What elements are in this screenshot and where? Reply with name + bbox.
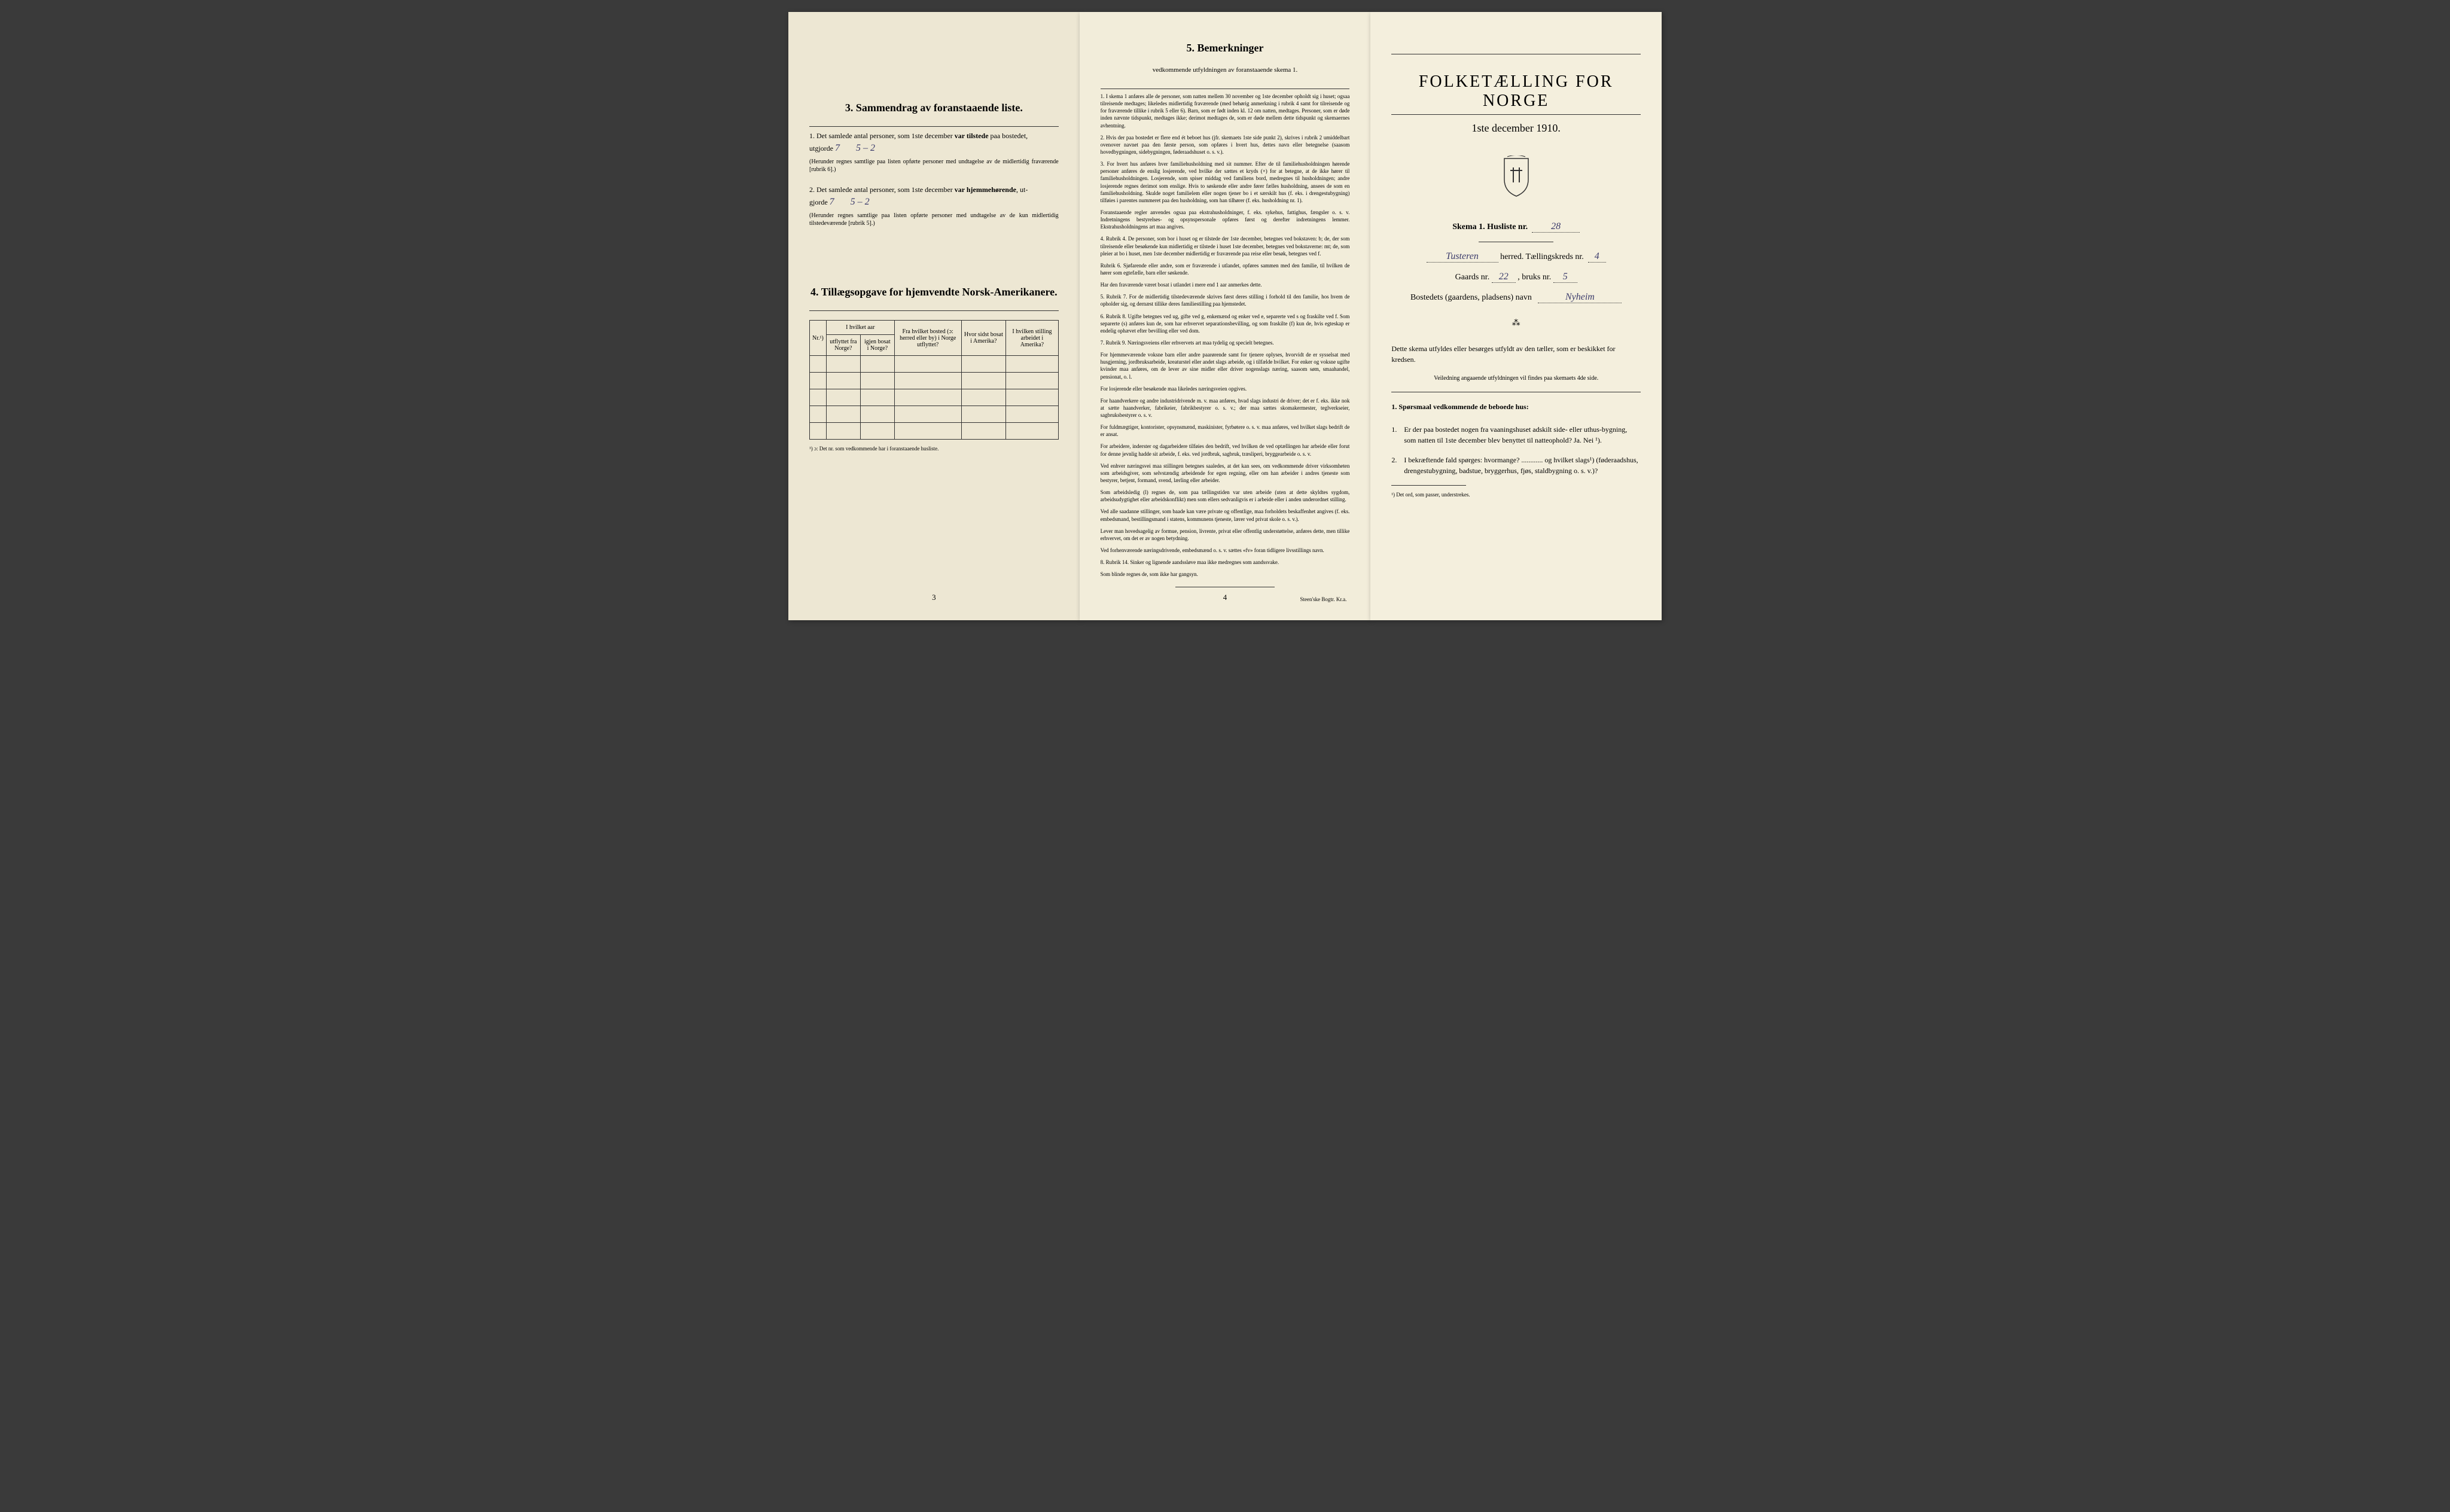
coat-of-arms-icon [1391,156,1641,200]
section4-title: 4. Tillægsopgave for hjemvendte Norsk-Am… [809,286,1059,298]
handwritten-value: Nyheim [1538,292,1622,303]
page-right: FOLKETÆLLING FOR NORGE 1ste december 191… [1370,12,1662,620]
divider [1391,485,1466,486]
section5-title: 5. Bemerkninger [1101,42,1350,54]
divider [1391,114,1641,115]
bemerkning-item: Ved alle saadanne stillinger, som baade … [1101,508,1350,522]
instruction-text: Dette skema utfyldes eller besørges utfy… [1391,343,1641,365]
divider [809,310,1059,311]
text-bold: var hjemmehørende [955,185,1016,194]
question-text: I bekræftende fald spørges: hvormange? .… [1404,455,1641,476]
divider [809,126,1059,127]
bemerkning-item: 4. Rubrik 4. De personer, som bor i huse… [1101,235,1350,257]
label: Skema 1. Husliste nr. [1452,222,1528,231]
handwritten-value: 7 [835,143,840,153]
label: herred. Tællingskreds nr. [1500,252,1584,261]
bemerkning-item: Har den fraværende været bosat i utlande… [1101,281,1350,288]
text: paa bostedet, [989,132,1028,140]
handwritten-value: 5 – 2 [856,143,875,153]
section3-title: 3. Sammendrag av foranstaaende liste. [809,102,1059,114]
label: Gaards nr. [1455,273,1490,282]
page-middle: 5. Bemerkninger vedkommende utfyldningen… [1080,12,1371,620]
bemerkning-item: For hjemmeværende voksne barn eller andr… [1101,351,1350,380]
herred-line: Tusteren herred. Tællingskreds nr. 4 [1391,251,1641,263]
bemerkning-item: Ved enhver næringsvei maa stillingen bet… [1101,462,1350,484]
table-row [810,389,1059,406]
bemerkning-item: Lever man hovedsagelig av formue, pensio… [1101,528,1350,542]
bemerkning-item: For arbeidere, inderster og dagarbeidere… [1101,443,1350,457]
handwritten-value: 7 [830,197,834,207]
bemerkning-item: For fuldmægtiger, kontorister, opsynsmæn… [1101,423,1350,438]
question-text: Er der paa bostedet nogen fra vaaningshu… [1404,424,1641,446]
label: , bruks nr. [1517,273,1551,282]
handwritten-value: 5 – 2 [851,197,870,207]
table-header: utflyttet fra Norge? [826,335,860,356]
text: gjorde [809,198,830,206]
table-row [810,406,1059,423]
bemerkninger-list: 1. I skema 1 anføres alle de personer, s… [1101,93,1350,578]
table-header: I hvilket aar [826,321,894,335]
bemerkning-item: Rubrik 6. Sjøfarende eller andre, som er… [1101,262,1350,276]
section4-table: Nr.¹) I hvilket aar Fra hvilket bosted (… [809,320,1059,440]
text: 1. Det samlede antal personer, som 1ste … [809,132,955,140]
main-title: FOLKETÆLLING FOR NORGE [1391,72,1641,111]
bemerkning-item: 8. Rubrik 14. Sinker og lignende aandssl… [1101,559,1350,566]
bemerkning-item: 7. Rubrik 9. Næringsveiens eller erhverv… [1101,339,1350,346]
question-header: 1. Spørsmaal vedkommende de beboede hus: [1391,401,1641,412]
bemerkning-item: 2. Hvis der paa bostedet er flere end ét… [1101,134,1350,156]
gaards-line: Gaards nr. 22 , bruks nr. 5 [1391,272,1641,283]
bemerkning-item: 1. I skema 1 anføres alle de personer, s… [1101,93,1350,129]
handwritten-value: 22 [1492,272,1516,283]
handwritten-value: 5 [1553,272,1577,283]
ornament-divider: ⁂ [1391,318,1641,328]
label: Bostedets (gaardens, pladsens) navn [1410,293,1532,302]
instruction-text: Veiledning angaaende utfyldningen vil fi… [1391,374,1641,383]
table-row [810,356,1059,373]
bemerkning-item: 3. For hvert hus anføres hver familiehus… [1101,160,1350,204]
text: , ut- [1016,185,1028,194]
bosted-line: Bostedets (gaardens, pladsens) navn Nyhe… [1391,292,1641,303]
table-header: I hvilken stilling arbeidet i Amerika? [1006,321,1059,356]
section5-subtitle: vedkommende utfyldningen av foranstaaend… [1101,66,1350,74]
bemerkning-item: Foranstaaende regler anvendes ogsaa paa … [1101,209,1350,230]
fine-print: (Herunder regnes samtlige paa listen opf… [809,158,1059,173]
bemerkning-item: Som blinde regnes de, som ikke har gangs… [1101,571,1350,578]
text: 2. Det samlede antal personer, som 1ste … [809,185,955,194]
table-header: Nr.¹) [810,321,827,356]
table-header: igjen bosat i Norge? [860,335,894,356]
page-left: 3. Sammendrag av foranstaaende liste. 1.… [788,12,1080,620]
table-header: Fra hvilket bosted (ɔ: herred eller by) … [894,321,961,356]
bemerkning-item: Som arbeidsledig (l) regnes de, som paa … [1101,489,1350,503]
footnote: ¹) Det ord, som passer, understrekes. [1391,492,1641,498]
question-list: 1. Er der paa bostedet nogen fra vaaning… [1391,424,1641,476]
section3-item1: 1. Det samlede antal personer, som 1ste … [809,130,1059,173]
bemerkning-item: 6. Rubrik 8. Ugifte betegnes ved ug, gif… [1101,313,1350,334]
bemerkning-item: Ved forhenværende næringsdrivende, embed… [1101,547,1350,554]
census-date: 1ste december 1910. [1391,122,1641,135]
fine-print: (Herunder regnes samtlige paa listen opf… [809,212,1059,227]
question-1: 1. Er der paa bostedet nogen fra vaaning… [1391,424,1641,446]
table-row [810,373,1059,389]
bemerkning-item: For losjerende eller besøkende maa likel… [1101,385,1350,392]
handwritten-value: 4 [1588,251,1606,263]
document-container: 3. Sammendrag av foranstaaende liste. 1.… [788,12,1662,620]
bemerkning-item: For haandverkere og andre industridriven… [1101,397,1350,419]
text: utgjorde [809,144,835,153]
bemerkning-item: 5. Rubrik 7. For de midlertidig tilstede… [1101,293,1350,307]
table-header: Hvor sidst bosat i Amerika? [961,321,1006,356]
skema-line: Skema 1. Husliste nr. 28 [1391,221,1641,233]
handwritten-value: 28 [1532,221,1580,233]
section3-item2: 2. Det samlede antal personer, som 1ste … [809,184,1059,227]
table-row [810,423,1059,440]
question-number: 1. [1391,424,1397,446]
page-number: 3 [932,593,936,602]
text-bold: var tilstede [955,132,989,140]
question-number: 2. [1391,455,1397,476]
handwritten-value: Tusteren [1427,251,1498,263]
page-number: 4 [1223,593,1227,602]
printer-note: Steen'ske Bogtr. Kr.a. [1300,596,1346,602]
question-2: 2. I bekræftende fald spørges: hvormange… [1391,455,1641,476]
table-header-row: Nr.¹) I hvilket aar Fra hvilket bosted (… [810,321,1059,335]
table-footnote: ¹) ɔ: Det nr. som vedkommende har i fora… [809,446,1059,452]
